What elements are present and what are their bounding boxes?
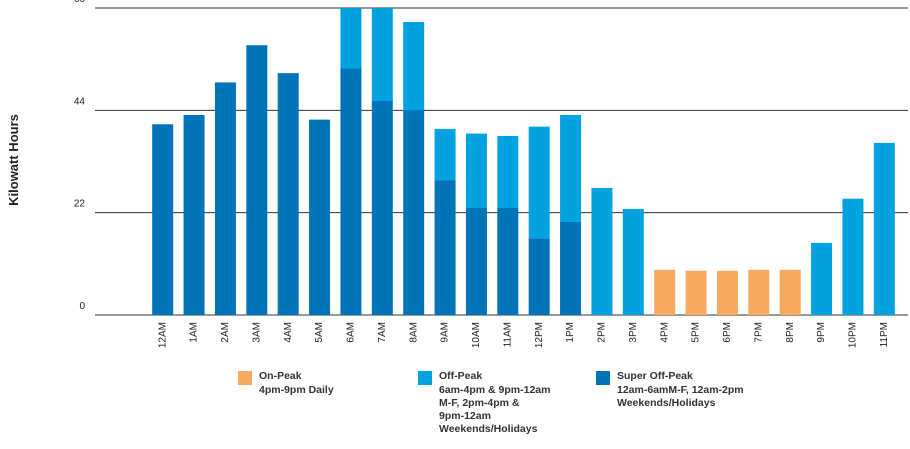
- bar-segment: [152, 124, 174, 316]
- bar-segment: [246, 45, 268, 315]
- x-tick-label: 6AM: [346, 322, 357, 343]
- bar-segment: [779, 269, 801, 315]
- bar-segment: [371, 8, 393, 102]
- bar-segment: [465, 133, 487, 209]
- bar-segment: [528, 238, 550, 315]
- bar-segment: [591, 188, 613, 315]
- x-tick-label: 3AM: [251, 322, 262, 343]
- bar-segment: [465, 208, 487, 315]
- y-tick-label: 44: [74, 96, 86, 107]
- bar-segment: [214, 82, 236, 315]
- x-tick-label: 12PM: [534, 322, 545, 348]
- x-tick-label: 1PM: [565, 322, 576, 343]
- y-tick-label: 0: [79, 301, 85, 312]
- x-tick-label: 5AM: [314, 322, 325, 343]
- legend-label: Off-Peak: [439, 370, 482, 382]
- x-tick-label: 6PM: [722, 322, 733, 343]
- x-tick-label: 2PM: [597, 322, 608, 343]
- bar-segment: [497, 135, 519, 209]
- bar-segment: [340, 68, 362, 315]
- bar-segment: [560, 114, 582, 222]
- x-tick-label: 11PM: [879, 322, 890, 347]
- legend-description: Weekends/Holidays: [617, 397, 716, 409]
- x-tick-label: 9AM: [440, 322, 451, 343]
- legend-swatch: [418, 371, 432, 385]
- bar-segment: [340, 8, 362, 69]
- bar-segment: [685, 270, 707, 315]
- x-tick-label: 9PM: [816, 322, 827, 343]
- y-axis-label: Kilowatt Hours: [6, 114, 21, 206]
- x-tick-label: 12AM: [157, 322, 168, 348]
- legend-swatch: [596, 371, 610, 385]
- bar-segment: [528, 126, 550, 239]
- bar-segment: [560, 221, 582, 315]
- legend-description: 6am-4pm & 9pm-12am: [439, 384, 550, 396]
- bar-segment: [434, 180, 456, 315]
- x-tick-label: 4AM: [283, 322, 294, 343]
- legend-description: 12am-6amM-F, 12am-2pm: [617, 384, 744, 396]
- bar-segment: [716, 270, 738, 315]
- legend-description: 4pm-9pm Daily: [259, 384, 334, 396]
- bar-segment: [309, 119, 331, 316]
- bar-segment: [403, 21, 425, 111]
- x-tick-label: 10AM: [471, 322, 482, 348]
- bar-segment: [403, 110, 425, 315]
- x-tick-label: 4PM: [659, 322, 670, 343]
- x-tick-label: 3PM: [628, 322, 639, 343]
- legend-description: Weekends/Holidays: [439, 423, 538, 435]
- legend-swatch: [238, 371, 252, 385]
- bar-segment: [873, 142, 895, 315]
- bar-segment: [811, 242, 833, 315]
- x-tick-label: 1AM: [189, 322, 200, 343]
- x-tick-label: 11AM: [502, 322, 513, 347]
- x-tick-label: 7PM: [753, 322, 764, 343]
- bar-segment: [371, 101, 393, 315]
- x-tick-label: 7AM: [377, 322, 388, 343]
- bar-segment: [497, 208, 519, 315]
- bar-segment: [277, 73, 299, 315]
- x-tick-label: 5PM: [691, 322, 702, 343]
- bar-segment: [748, 269, 770, 315]
- bar-segment: [654, 269, 676, 315]
- bar-segment: [622, 208, 644, 315]
- legend-label: Super Off-Peak: [617, 370, 693, 382]
- y-tick-label: 22: [74, 199, 86, 210]
- bar-segment: [842, 198, 864, 315]
- x-tick-label: 8PM: [785, 322, 796, 343]
- legend-label: On-Peak: [259, 370, 302, 382]
- x-tick-label: 8AM: [408, 322, 419, 343]
- x-tick-label: 10PM: [848, 322, 859, 348]
- y-tick-label: 66: [74, 0, 86, 5]
- x-tick-label: 2AM: [220, 322, 231, 343]
- legend-description: 9pm-12am: [439, 410, 491, 422]
- legend-description: M-F, 2pm-4pm &: [439, 397, 520, 409]
- bar-segment: [183, 114, 205, 315]
- bar-segment: [434, 128, 456, 181]
